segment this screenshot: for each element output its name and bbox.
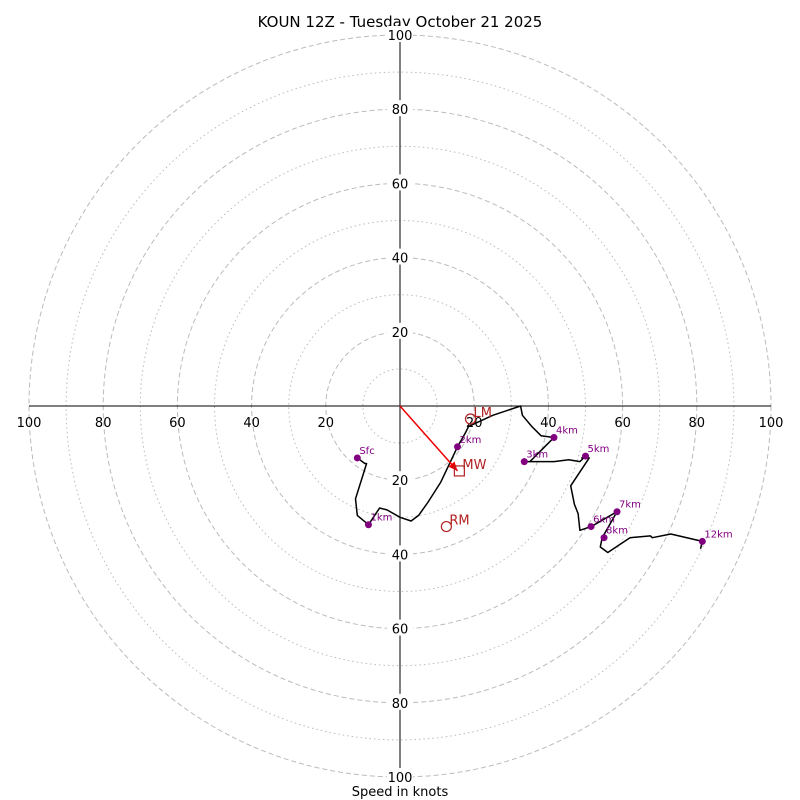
y-tick-background	[387, 322, 413, 339]
mean-wind-vector	[399, 405, 459, 472]
y-tick-label: 60	[392, 177, 409, 192]
mean-wind-arrowhead	[448, 461, 458, 471]
y-tick-background	[387, 100, 413, 117]
height-label-3km: 3km	[526, 450, 548, 461]
y-tick-background	[387, 26, 413, 42]
x-tick-label: 80	[689, 416, 706, 431]
y-tick-background	[387, 693, 413, 710]
y-tick-label: 40	[392, 252, 409, 267]
y-tick-label: 100	[388, 29, 413, 44]
y-tick-label: 40	[392, 548, 409, 563]
height-marker-4km	[550, 434, 558, 442]
height-label-2km: 2km	[460, 435, 482, 446]
y-tick-background	[387, 545, 413, 562]
height-marker-sfc	[353, 454, 361, 462]
x-tick-label: 100	[759, 416, 784, 431]
height-marker-6km	[587, 523, 595, 531]
chart-title: KOUN 12Z - Tuesday October 21 2025	[258, 13, 543, 31]
x-axis-label: Speed in knots	[352, 785, 449, 800]
x-tick-label: 60	[169, 416, 186, 431]
x-tick-label: 100	[17, 416, 42, 431]
motion-marker-mw	[453, 465, 465, 477]
x-tick-label: 60	[614, 416, 631, 431]
height-label-4km: 4km	[556, 426, 578, 437]
x-tick-label: 20	[318, 416, 335, 431]
motion-label-rm: RM	[449, 514, 469, 529]
height-marker-3km	[520, 458, 528, 466]
height-label-7km: 7km	[619, 500, 641, 511]
y-tick-label: 60	[392, 623, 409, 638]
height-marker-2km	[454, 443, 462, 451]
y-tick-label: 20	[392, 474, 409, 489]
y-tick-background	[387, 619, 413, 636]
height-marker-1km	[364, 521, 372, 529]
y-tick-label: 80	[392, 697, 409, 712]
x-tick-label: 40	[243, 416, 260, 431]
x-tick-label: 80	[95, 416, 112, 431]
y-tick-background	[387, 768, 413, 784]
height-label-5km: 5km	[588, 444, 610, 455]
height-label-6km: 6km	[593, 515, 615, 526]
motion-label-lm: LM	[473, 406, 491, 421]
height-label-8km: 8km	[606, 526, 628, 537]
motion-label-mw: MW	[462, 458, 486, 473]
motion-marker-lm	[464, 413, 477, 425]
y-tick-label: 80	[392, 103, 409, 118]
height-label-sfc: Sfc	[359, 446, 374, 457]
y-tick-background	[387, 248, 413, 265]
height-marker-8km	[600, 534, 608, 542]
height-label-12km: 12km	[704, 529, 732, 540]
y-tick-background	[387, 174, 413, 191]
motion-marker-rm	[440, 520, 452, 533]
y-tick-label: 20	[392, 326, 409, 341]
tick-labels: 100 80 60 40 20 20 40 60 80 100100806040202040608…	[17, 26, 784, 786]
y-tick-background	[387, 471, 413, 488]
height-marker-12km	[698, 537, 706, 545]
height-marker-7km	[613, 508, 621, 516]
x-tick-label: 40	[540, 416, 557, 431]
y-tick-label: 100	[388, 771, 413, 786]
data-layer: LM MW RM Sfc 1km 2km 3km 4km 5km 6km 7km 8km 12km	[353, 405, 733, 554]
height-marker-5km	[582, 452, 589, 460]
height-label-1km: 1km	[370, 513, 392, 524]
